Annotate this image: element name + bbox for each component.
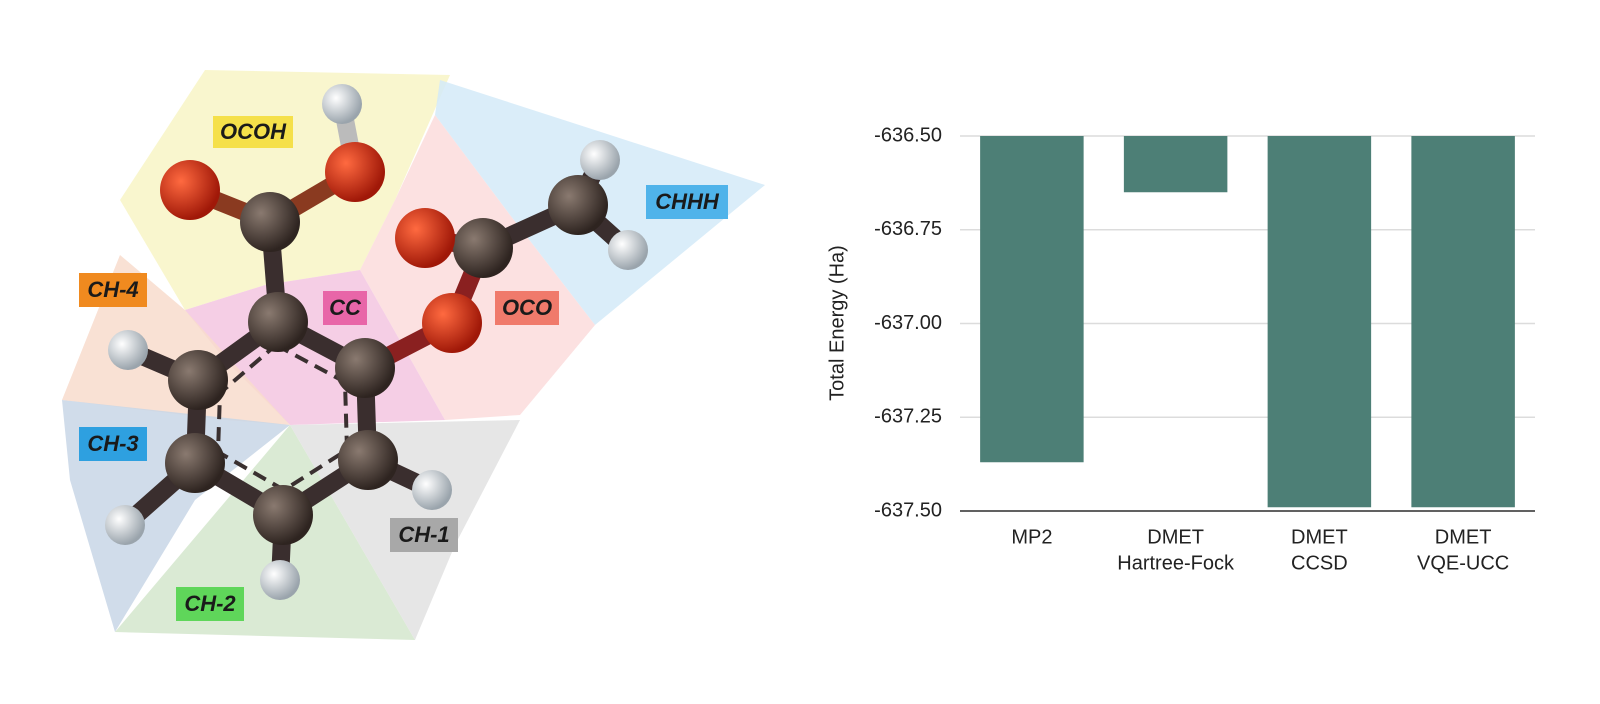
fragment-label: OCO — [502, 295, 552, 320]
fragment-label: CH-2 — [184, 591, 236, 616]
region — [120, 70, 450, 310]
label-box — [79, 427, 147, 461]
label-box — [176, 587, 244, 621]
label-box — [213, 116, 293, 148]
label-box — [390, 518, 458, 552]
fragment-label: OCOH — [220, 119, 287, 144]
label-box — [323, 291, 367, 325]
label-box — [646, 185, 728, 219]
fragment-label: CH-4 — [87, 277, 138, 302]
label-box — [495, 291, 559, 325]
bar — [1411, 136, 1515, 508]
label-box — [79, 273, 147, 307]
bar — [1123, 136, 1228, 193]
x-tick-label: DMET — [1435, 526, 1492, 548]
y-tick-label: -636.75 — [874, 218, 942, 240]
x-tick-label: DMET — [1291, 526, 1348, 548]
x-tick-label: Hartree-Fock — [1117, 552, 1235, 574]
fragment-label: CC — [329, 295, 362, 320]
x-tick-label: VQE-UCC — [1417, 552, 1509, 574]
y-tick-label: -637.25 — [874, 406, 942, 428]
y-tick-label: -637.00 — [874, 312, 942, 334]
x-tick-label: MP2 — [1011, 526, 1052, 548]
bar-chart: Total Energy (Ha) -636.50 -636.75 -637.00 -… — [826, 124, 1535, 574]
atoms — [105, 84, 648, 600]
x-tick-label: DMET — [1147, 526, 1204, 548]
fragment-label: CH-3 — [87, 431, 138, 456]
y-tick-label: -636.50 — [874, 124, 942, 146]
y-tick-label: -637.50 — [874, 499, 942, 521]
y-axis-label: Total Energy (Ha) — [826, 245, 848, 401]
fragment-label: CH-1 — [398, 522, 449, 547]
fragment-labels: OCOH CHHH CC OCO CH-4 CH-3 CH-1 CH-2 — [79, 116, 728, 621]
bar — [980, 136, 1084, 463]
x-tick-label: CCSD — [1291, 552, 1348, 574]
fragment-label: CHHH — [655, 189, 720, 214]
bar — [1267, 136, 1372, 508]
molecule: OCOH CHHH CC OCO CH-4 CH-3 CH-1 CH-2 — [62, 70, 765, 640]
